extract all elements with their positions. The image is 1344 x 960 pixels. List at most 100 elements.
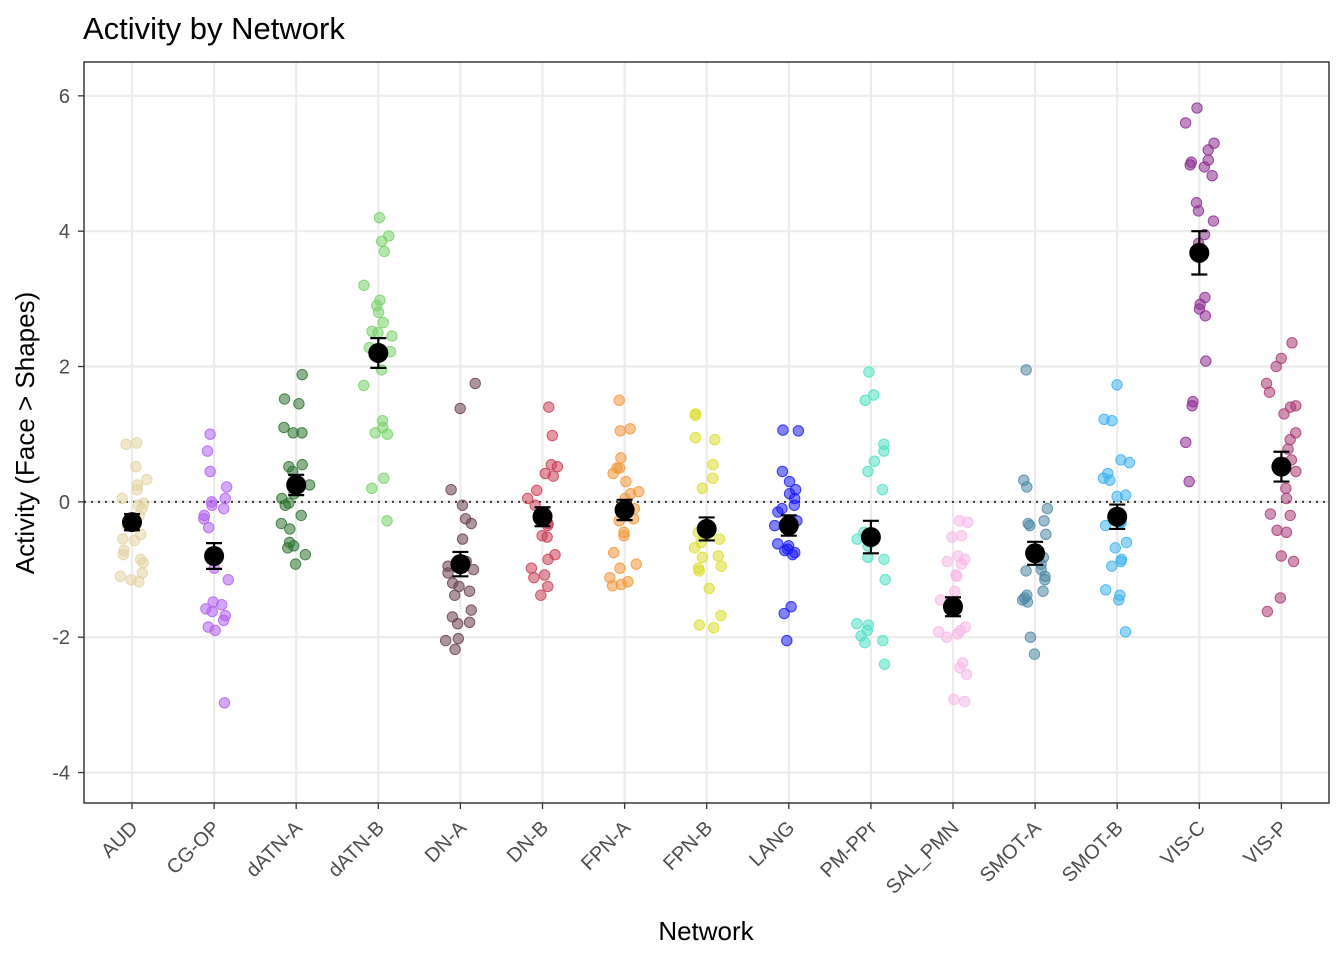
- data-point: [217, 614, 230, 626]
- mean-marker: [1107, 506, 1128, 527]
- y-tick-label: 4: [59, 221, 70, 243]
- data-point: [1278, 408, 1290, 420]
- y-tick-label: -2: [52, 627, 70, 649]
- data-point: [296, 368, 308, 381]
- data-point: [386, 330, 398, 342]
- data-point: [1179, 117, 1192, 129]
- data-point: [375, 235, 388, 248]
- data-point: [1021, 481, 1033, 493]
- data-point: [546, 429, 558, 442]
- data-point: [962, 516, 974, 528]
- data-point: [696, 551, 709, 564]
- data-point: [279, 499, 291, 511]
- data-point: [862, 551, 874, 564]
- data-point: [792, 425, 805, 437]
- data-point: [1206, 169, 1218, 182]
- data-point: [948, 693, 960, 706]
- data-point: [296, 458, 308, 471]
- data-point: [141, 473, 153, 486]
- data-point: [1041, 502, 1054, 515]
- data-point: [1111, 379, 1123, 391]
- data-point: [607, 546, 620, 559]
- mean-marker: [532, 506, 553, 527]
- data-point: [772, 506, 784, 518]
- data-point: [222, 573, 234, 586]
- x-tick-label: AUD: [97, 817, 142, 862]
- data-point: [776, 465, 789, 478]
- data-point: [465, 604, 477, 616]
- data-point: [1020, 364, 1032, 376]
- data-point: [1109, 542, 1122, 554]
- data-point: [117, 548, 129, 561]
- data-point: [1270, 360, 1282, 373]
- data-point: [1286, 337, 1298, 349]
- mean-marker: [1189, 242, 1210, 263]
- data-point: [278, 393, 291, 405]
- data-point: [1123, 456, 1136, 469]
- data-point: [1104, 474, 1116, 486]
- x-tick-label: VIS-C: [1157, 817, 1210, 870]
- data-point: [878, 553, 890, 566]
- data-point: [131, 483, 143, 496]
- data-point: [1199, 310, 1212, 322]
- data-point: [454, 402, 466, 415]
- data-point: [709, 433, 721, 446]
- data-point: [940, 631, 953, 643]
- data-point: [606, 580, 619, 592]
- data-point: [204, 428, 216, 440]
- data-point: [378, 245, 390, 258]
- data-point: [452, 632, 465, 645]
- data-point: [456, 533, 469, 545]
- data-point: [712, 550, 724, 562]
- data-point: [373, 211, 386, 224]
- data-point: [1192, 205, 1205, 217]
- data-point: [117, 533, 129, 545]
- data-point: [284, 523, 296, 535]
- data-point: [1039, 573, 1051, 586]
- data-point: [951, 628, 964, 640]
- data-point: [769, 519, 781, 532]
- data-point: [1275, 352, 1287, 365]
- data-point: [282, 542, 294, 554]
- data-point: [448, 589, 461, 601]
- data-point: [220, 481, 233, 493]
- data-point: [1290, 465, 1302, 478]
- data-point: [1284, 509, 1296, 522]
- data-point: [693, 565, 705, 577]
- data-point: [1038, 515, 1050, 527]
- data-point: [456, 499, 469, 511]
- data-point: [785, 601, 797, 613]
- data-point: [618, 529, 630, 542]
- data-point: [535, 589, 547, 601]
- data-point: [688, 542, 701, 554]
- y-axis: -4 -2 0 2 4 6: [52, 86, 84, 785]
- data-point: [771, 538, 784, 550]
- data-point: [783, 475, 796, 488]
- data-point: [463, 585, 476, 597]
- data-point: [372, 306, 385, 319]
- data-point: [879, 573, 891, 586]
- data-point: [614, 562, 626, 574]
- mean-marker: [943, 596, 963, 617]
- x-axis: AUD CG-OP dATN-A dATN-B DN-A DN-B FPN-A FPN-B LA…: [97, 803, 1292, 899]
- data-point: [615, 452, 627, 464]
- data-point: [543, 401, 555, 413]
- data-point: [216, 599, 228, 611]
- data-point: [202, 521, 215, 534]
- data-point: [130, 460, 142, 473]
- data-point: [445, 483, 457, 496]
- x-tick-label: SAL_PMN: [882, 817, 964, 899]
- data-point: [955, 558, 968, 570]
- data-point: [1020, 565, 1032, 577]
- x-tick-label: CG-OP: [163, 817, 225, 879]
- data-point: [1284, 433, 1296, 446]
- data-point: [951, 570, 963, 583]
- data-point: [863, 366, 875, 378]
- mean-marker: [286, 474, 307, 495]
- mean-marker: [1025, 543, 1046, 564]
- data-point: [449, 643, 461, 656]
- data-point: [204, 465, 216, 478]
- x-tick-label: SMOT-A: [976, 817, 1046, 887]
- y-axis-title: Activity (Face > Shapes): [10, 292, 40, 575]
- data-point: [1275, 550, 1287, 562]
